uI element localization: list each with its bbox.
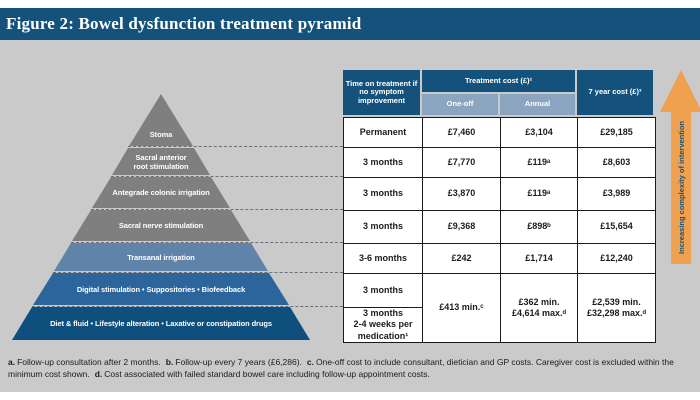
pyramid-level-sacral-nerve-stimulation: Sacral nerve stimulation — [12, 210, 310, 241]
table-cell: £119ᵃ — [500, 147, 578, 178]
table-cell: £3,989 — [577, 177, 656, 211]
pyramid-level-shape — [92, 177, 230, 208]
arrow-shaft — [671, 110, 691, 264]
table-cell: £1,714 — [500, 243, 578, 274]
connector-line — [32, 306, 343, 307]
figure-title: Figure 2: Bowel dysfunction treatment py… — [6, 14, 362, 33]
connector-line — [128, 146, 343, 147]
pyramid-level-transanal-irrigation: Transanal irrigation — [12, 243, 310, 271]
pyramid-level-sacral-anterior-root-stimulation: Sacral anterior root stimulation — [12, 148, 310, 175]
treatment-pyramid: Stoma Sacral anterior root stimulation A… — [12, 94, 310, 340]
table-cell: £15,654 — [577, 210, 656, 244]
table-cell: 3 months — [343, 273, 423, 308]
connector-line — [111, 176, 343, 177]
table-cell: 3 months — [343, 147, 423, 178]
cost-table: Permanent £7,460 £3,104 £29,185 3 months… — [343, 117, 656, 343]
footnote-text: Follow-up every 7 years (£6,286). — [175, 357, 302, 367]
table-cell: Permanent — [343, 117, 423, 148]
pyramid-level-label: Sacral anterior root stimulation — [133, 152, 189, 171]
table-row: 3-6 months £242 £1,714 £12,240 — [343, 243, 656, 274]
table-cell: £7,460 — [422, 117, 501, 148]
table-cell: £242 — [422, 243, 501, 274]
pyramid-level-label: Digital stimulation • Suppositories • Bi… — [76, 284, 246, 294]
header-cell-one-off: One-off — [422, 94, 498, 115]
pyramid-level-label: Diet & fluid • Lifestyle alteration • La… — [50, 319, 272, 328]
table-cell: £8,603 — [577, 147, 656, 178]
table-cell: 3 months — [343, 177, 423, 211]
footnote-text: One-off cost to include consultant, diet… — [8, 357, 674, 380]
table-row: 3 months £3,870 £119ᵃ £3,989 — [343, 177, 656, 211]
pyramid-level-shape — [72, 210, 250, 241]
table-cell: £7,770 — [422, 147, 501, 178]
table-row: 3 months £7,770 £119ᵃ £8,603 — [343, 147, 656, 178]
footnote-text: Cost associated with failed standard bow… — [104, 369, 430, 380]
table-cell: £3,870 — [422, 177, 501, 211]
pyramid-level-stoma: Stoma — [12, 94, 310, 146]
pyramid-level-shape — [112, 148, 210, 175]
footnote-label: c. — [306, 357, 315, 367]
table-cell: £119ᵃ — [500, 177, 578, 211]
pyramid-level-label: Stoma — [149, 130, 173, 139]
table-row: 3 months £9,368 £898ᵇ £15,654 — [343, 210, 656, 244]
table-cell: £362 min. £4,614 max.ᵈ — [500, 273, 578, 343]
table-row: 3 months 2-4 weeks per medication¹ — [343, 307, 656, 343]
footnotes: a. Follow-up consultation after 2 months.… — [8, 356, 696, 381]
pyramid-level-diet-and-fluid: Diet & fluid • Lifestyle alteration • La… — [12, 307, 310, 340]
footnote-text: Follow-up consultation after 2 months. — [17, 357, 161, 367]
pyramid-level-label: Transanal irrigation — [127, 252, 195, 262]
table-cell: £9,368 — [422, 210, 501, 244]
header-cell-seven-year-cost: 7 year cost (£)³ — [577, 70, 653, 115]
table-cell: 3 months 2-4 weeks per medication¹ — [343, 307, 423, 343]
header-cell-annual: Annual — [500, 94, 575, 115]
footnote-label: d. — [94, 369, 103, 380]
table-cell: £29,185 — [577, 117, 656, 148]
pyramid-level-digital-stimulation: Digital stimulation • Suppositories • Bi… — [12, 273, 310, 305]
footnote-label: a. — [8, 357, 16, 367]
pyramid-level-shape — [33, 273, 289, 305]
complexity-arrow-label: Increasing complexity of intervention — [676, 120, 686, 254]
pyramid-level-label: Antegrade colonic irrigation — [112, 188, 210, 197]
cost-table-header: Time on treatment if no symptom improvem… — [343, 70, 655, 117]
footnote-label: b. — [165, 357, 174, 367]
table-row: Permanent £7,460 £3,104 £29,185 — [343, 117, 656, 148]
arrow-up-icon — [660, 70, 700, 112]
table-cell: £3,104 — [500, 117, 578, 148]
pyramid-level-label: Sacral nerve stimulation — [118, 221, 204, 230]
pyramid-level-shape — [12, 307, 310, 340]
connector-line — [91, 209, 343, 210]
table-cell: £12,240 — [577, 243, 656, 274]
connector-line — [71, 242, 343, 243]
pyramid-level-shape — [54, 243, 268, 271]
table-row: 3 months £413 min.ᶜ £362 min. £4,614 max… — [343, 273, 656, 343]
table-cell: £898ᵇ — [500, 210, 578, 244]
header-cell-time-on-treatment: Time on treatment if no symptom improvem… — [343, 70, 420, 115]
figure-title-bar: Figure 2: Bowel dysfunction treatment py… — [0, 8, 700, 40]
connector-line — [53, 272, 343, 273]
table-cell: £413 min.ᶜ — [422, 273, 501, 343]
header-cell-treatment-cost: Treatment cost (£)² — [422, 70, 575, 92]
table-cell: £2,539 min. £32,298 max.ᵈ — [577, 273, 656, 343]
table-cell: 3-6 months — [343, 243, 423, 274]
pyramid-level-antegrade-colonic-irrigation: Antegrade colonic irrigation — [12, 177, 310, 208]
table-cell: 3 months — [343, 210, 423, 244]
